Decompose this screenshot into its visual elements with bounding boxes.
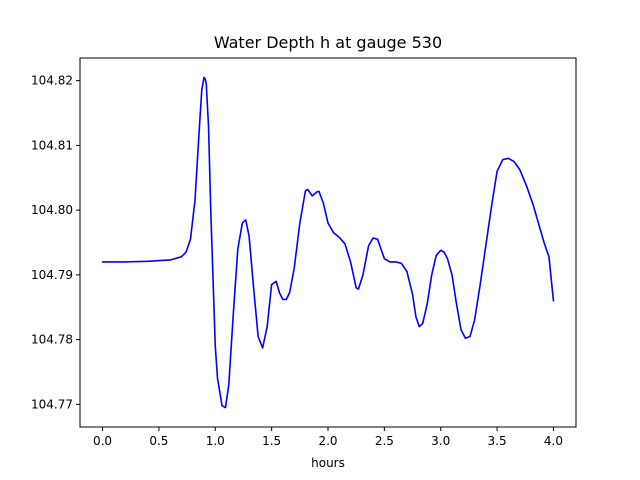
x-tick-label: 2.0 (318, 434, 337, 448)
y-tick-label: 104.82 (31, 74, 73, 88)
x-tick-label: 4.0 (544, 434, 563, 448)
y-tick-label: 104.80 (31, 203, 73, 217)
series-line-0 (101, 76, 555, 409)
plot-frame (79, 57, 577, 428)
x-tick-label: 1.0 (206, 434, 225, 448)
x-tick-label: 3.5 (488, 434, 507, 448)
x-tick-label: 0.0 (93, 434, 112, 448)
plot-area (101, 76, 555, 409)
y-tick-label: 104.79 (31, 268, 73, 282)
x-tick-label: 3.0 (431, 434, 450, 448)
y-tick-label: 104.78 (31, 333, 73, 347)
chart-title: Water Depth h at gauge 530 (214, 33, 442, 52)
y-tick-label: 104.81 (31, 138, 73, 152)
y-tick-label: 104.77 (31, 397, 73, 411)
x-tick-label: 0.5 (149, 434, 168, 448)
x-axis-label: hours (311, 456, 345, 470)
x-tick-label: 1.5 (262, 434, 281, 448)
x-tick-label: 2.5 (375, 434, 394, 448)
axes: 0.0 0.5 1.0 1.5 2.0 2.5 3.0 3.5 4.0 104.77 104.78 1… (31, 57, 577, 448)
